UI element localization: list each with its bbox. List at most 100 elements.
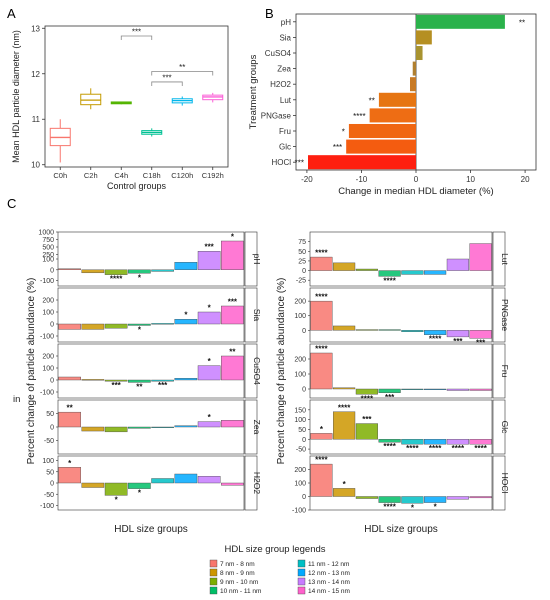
panel-c-left-x-axis-title: HDL size groups bbox=[114, 524, 188, 535]
panel-c-ytick-label: 0 bbox=[50, 267, 54, 274]
panel-c-bar bbox=[378, 270, 401, 277]
panel-c-significance-label: * bbox=[208, 357, 212, 366]
panel-c-significance-label: **** bbox=[110, 275, 123, 284]
panel-c-bar bbox=[424, 270, 447, 275]
legend-entry-label: 8 nm - 9 nm bbox=[220, 570, 255, 577]
panel-label-a: A bbox=[7, 6, 16, 21]
panel-c-bar bbox=[424, 330, 447, 335]
panel-c-facet-strip bbox=[492, 399, 506, 455]
panel-a-significance-label: ** bbox=[179, 63, 185, 72]
panel-c-bar bbox=[355, 329, 378, 331]
legend-entry-label: 10 nm - 11 nm bbox=[220, 588, 261, 595]
panel-a-xtick-label: C4h bbox=[114, 171, 128, 180]
panel-b-significance-label: *** bbox=[333, 143, 342, 152]
panel-a-significance-bracket bbox=[120, 35, 153, 41]
panel-c-ytick-label: 100 bbox=[294, 372, 306, 379]
panel-a-xtick-label: C2h bbox=[84, 171, 98, 180]
panel-c-bar bbox=[128, 269, 151, 274]
legend-swatch bbox=[209, 577, 218, 586]
panel-c-ytick-label: 200 bbox=[294, 299, 306, 306]
panel-b-bar bbox=[416, 30, 432, 45]
panel-c-bar bbox=[446, 496, 469, 500]
panel-c-ytick-label: 100 bbox=[42, 257, 54, 264]
panel-c-facet-strip bbox=[492, 287, 506, 343]
legend-entry-label: 9 nm - 10 nm bbox=[220, 579, 258, 586]
panel-b-xtick-label: -10 bbox=[356, 175, 368, 184]
panel-c-bar bbox=[378, 329, 401, 331]
panel-c-ytick-label: -50 bbox=[44, 438, 54, 445]
panel-c-ytick-label: -50 bbox=[296, 447, 306, 454]
panel-c-bar bbox=[221, 482, 244, 486]
panel-c-bar bbox=[310, 256, 333, 271]
panel-c-bar bbox=[197, 476, 221, 484]
panel-c-facet-strip bbox=[244, 287, 258, 343]
panel-c-bar bbox=[333, 325, 356, 331]
panel-c-bar bbox=[197, 311, 221, 325]
panel-c-bar bbox=[221, 305, 244, 325]
panel-c-significance-label: * bbox=[138, 325, 142, 334]
legend-swatch bbox=[297, 577, 306, 586]
panel-c-bar bbox=[446, 330, 469, 338]
panel-c-ytick-label: -25 bbox=[296, 278, 306, 285]
panel-a-xtick-label: C120h bbox=[171, 171, 193, 180]
panel-b-bar bbox=[369, 108, 416, 123]
panel-c-bar bbox=[128, 323, 151, 326]
legend-swatch bbox=[297, 586, 306, 595]
panel-a-xtick-label: C18h bbox=[143, 171, 161, 180]
panel-c-significance-label: ** bbox=[229, 348, 236, 357]
panel-a-significance-label: *** bbox=[162, 73, 171, 82]
panel-c-ytick-label: 100 bbox=[294, 417, 306, 424]
panel-c-bar bbox=[128, 379, 151, 383]
panel-c-significance-label: *** bbox=[204, 243, 214, 252]
panel-c-significance-label: * bbox=[115, 495, 119, 504]
panel-a-y-axis-title: Mean HDL particle diameter (nm) bbox=[11, 30, 21, 163]
panel-c-ytick-label: 75 bbox=[298, 239, 306, 246]
panel-c-facet-strip bbox=[244, 399, 258, 455]
panel-c-facet-label: Glc bbox=[500, 421, 510, 435]
legend-title: HDL size group legends bbox=[224, 544, 325, 555]
panel-b-bar bbox=[348, 123, 416, 139]
legend-swatch bbox=[297, 559, 306, 568]
panel-c-bar bbox=[446, 388, 469, 391]
legend-swatch bbox=[209, 586, 218, 595]
panel-c-facet-label: Zea bbox=[252, 420, 262, 435]
panel-c-ytick-label: 50 bbox=[46, 411, 54, 418]
panel-c-right-x-axis-title: HDL size groups bbox=[364, 524, 438, 535]
panel-b-xtick-label: -20 bbox=[301, 175, 313, 184]
panel-c-bar bbox=[174, 262, 198, 270]
panel-b-category-label: CuSO4 bbox=[265, 49, 292, 58]
panel-c-significance-label: * bbox=[208, 304, 212, 313]
stray-label: in bbox=[13, 394, 20, 405]
panel-c-facet-frame bbox=[309, 399, 493, 455]
panel-c-bar bbox=[58, 323, 81, 330]
panel-c-bar bbox=[310, 352, 333, 390]
panel-b-significance-label: * bbox=[342, 128, 345, 137]
panel-c-ytick-label: 200 bbox=[294, 357, 306, 364]
panel-c-bar bbox=[355, 388, 378, 395]
panel-c-facet-label: Lut bbox=[500, 253, 510, 265]
panel-c-bar bbox=[81, 379, 105, 381]
panel-b-bar bbox=[346, 139, 416, 154]
panel-c-significance-label: **** bbox=[429, 444, 442, 453]
panel-c-bar bbox=[174, 425, 198, 428]
panel-b-category-label: PNGase bbox=[261, 111, 292, 120]
panel-c-facet-label: CuSO4 bbox=[252, 357, 262, 385]
panel-b-xtick-label: 20 bbox=[521, 175, 530, 184]
panel-a-ytick-label: 13 bbox=[31, 24, 40, 33]
panel-c-bar bbox=[221, 240, 244, 270]
panel-b-y-axis-title: Treatment groups bbox=[248, 54, 259, 129]
panel-c-significance-label: *** bbox=[158, 381, 168, 390]
panel-c-bar bbox=[104, 323, 128, 329]
panel-c-bar bbox=[333, 387, 356, 390]
panel-c-bar bbox=[469, 439, 492, 445]
panel-c-ytick-label: 100 bbox=[42, 310, 54, 317]
panel-c-left-y-axis-title: Percent change of particle abundance (%) bbox=[26, 278, 37, 465]
panel-c-bar bbox=[58, 376, 81, 381]
panel-c-bar bbox=[310, 463, 333, 497]
panel-c-bar bbox=[58, 467, 81, 484]
panel-a-box bbox=[80, 93, 102, 106]
panel-c-bar bbox=[446, 439, 469, 445]
panel-c-bar bbox=[174, 378, 198, 381]
